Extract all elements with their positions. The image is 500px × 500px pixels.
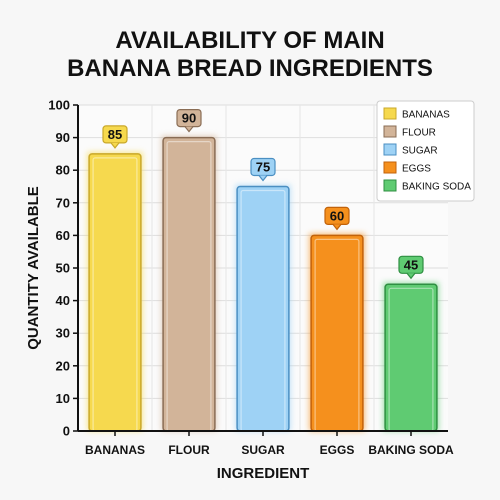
- data-label-pointer: [258, 175, 268, 182]
- x-axis-tick-labels: BANANAS FLOUR SUGAR EGGS BAKING SODA: [85, 431, 454, 457]
- y-tick-label: 100: [48, 98, 70, 113]
- legend-swatch: [383, 179, 397, 192]
- data-label-pointer: [332, 224, 342, 231]
- data-label-pointer: [406, 272, 416, 280]
- y-tick-label: 10: [56, 391, 70, 406]
- data-label-pointer: [110, 142, 120, 149]
- data-label: 60: [330, 208, 344, 223]
- y-tick-label: 0: [63, 424, 70, 439]
- legend-label: FLOUR: [402, 128, 436, 139]
- data-label: 75: [256, 160, 270, 175]
- y-tick-label: 40: [56, 293, 70, 308]
- y-tick-label: 30: [56, 326, 70, 341]
- y-tick-label: 50: [56, 261, 70, 276]
- bars: 85 90 75 60 45: [87, 108, 439, 432]
- bar: [310, 234, 364, 432]
- y-tick-label: 60: [56, 228, 70, 243]
- x-tick-label: EGGS: [320, 443, 355, 457]
- legend-box: [376, 100, 475, 202]
- legend-label: BAKING SODA: [402, 182, 471, 193]
- bar: [162, 136, 216, 432]
- y-axis-title: QUANTITY AVAILABLE: [25, 186, 42, 350]
- y-axis-ticks: 0 10 20 30 40 50 60 70 80 90 100: [48, 98, 78, 439]
- bar: [88, 153, 142, 432]
- y-tick-label: 90: [56, 130, 70, 145]
- legend-label: SUGAR: [402, 146, 438, 157]
- legend-label: EGGS: [402, 164, 431, 175]
- x-axis-title: INGREDIENT: [217, 465, 310, 482]
- data-label: 85: [108, 127, 122, 142]
- legend-swatch: [383, 107, 397, 120]
- legend-label: BANANAS: [402, 110, 450, 121]
- x-tick-label: SUGAR: [241, 443, 285, 457]
- x-tick-label: FLOUR: [168, 443, 210, 457]
- data-label: 90: [182, 111, 196, 126]
- y-tick-label: 70: [56, 195, 70, 210]
- y-tick-label: 20: [56, 358, 70, 373]
- x-tick-label: BANANAS: [85, 443, 145, 457]
- legend-swatch: [383, 161, 397, 174]
- chart-title-line-1: AVAILABILITY OF MAIN: [115, 27, 384, 54]
- y-tick-label: 80: [56, 163, 70, 178]
- legend-swatch: [383, 143, 397, 156]
- legend-swatch: [383, 125, 397, 138]
- data-label-pointer: [184, 126, 194, 133]
- data-label: 45: [404, 257, 418, 272]
- chart-title-line-2: BANANA BREAD INGREDIENTS: [67, 55, 433, 82]
- x-tick-label: BAKING SODA: [368, 443, 454, 457]
- bar: [236, 185, 290, 432]
- bar: [384, 283, 438, 432]
- legend: BANANAS FLOUR SUGAR EGGS BAKING SODA: [376, 100, 475, 202]
